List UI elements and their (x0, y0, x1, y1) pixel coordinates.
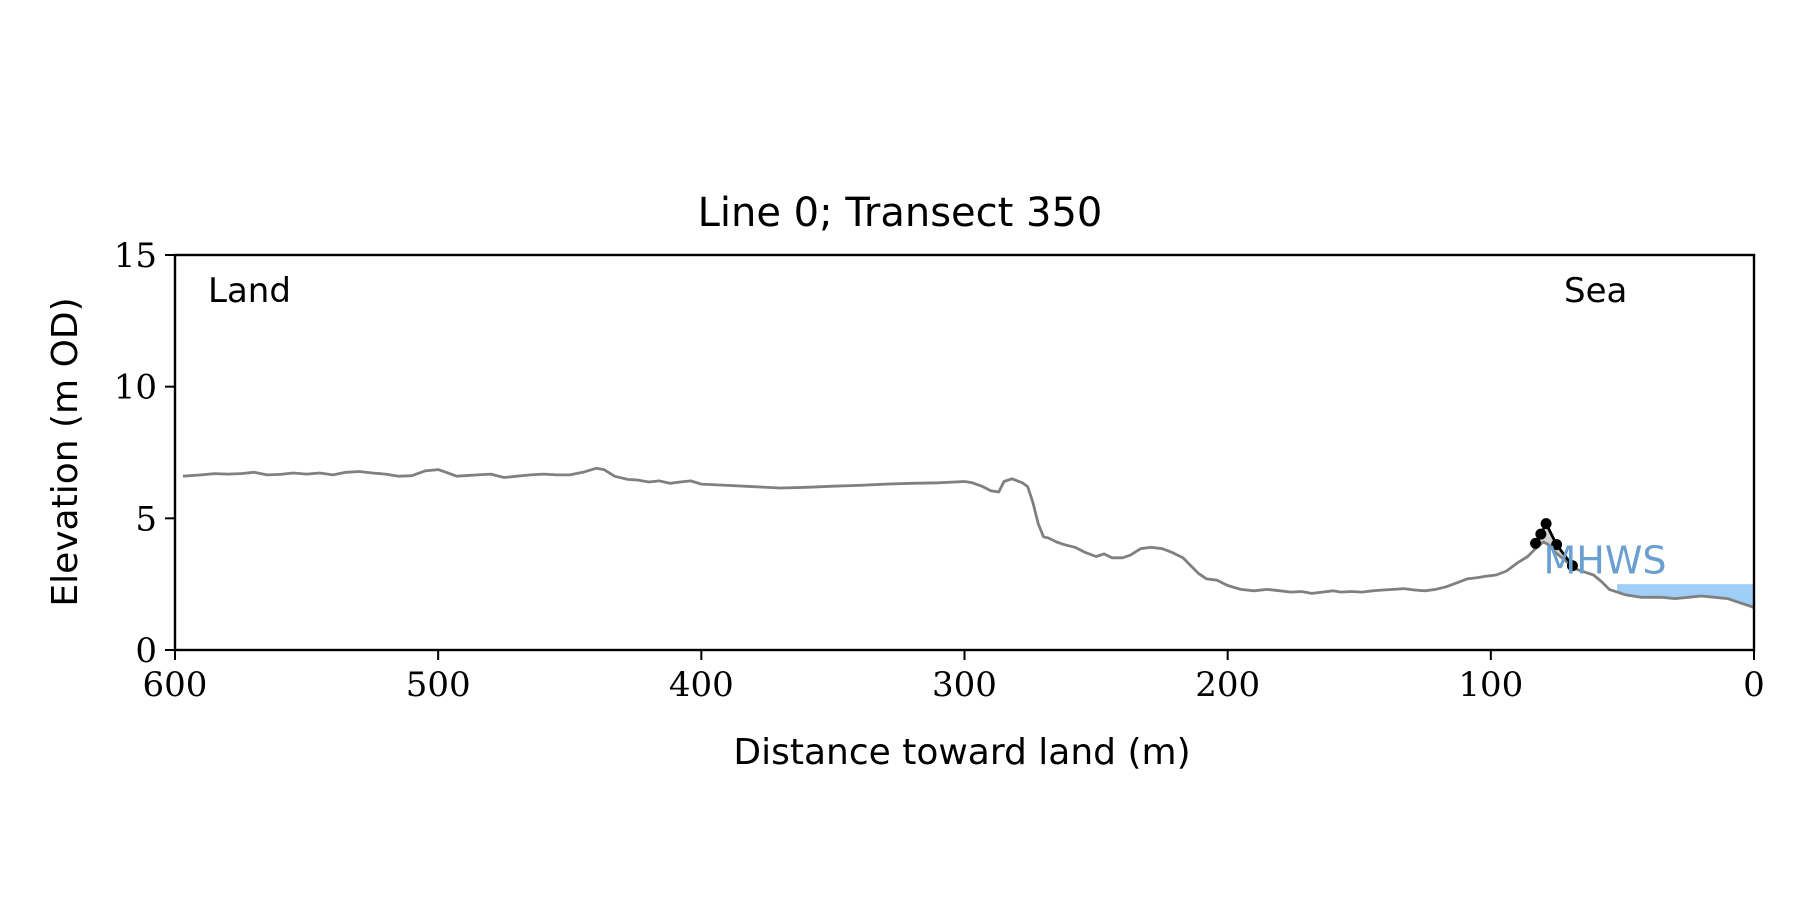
sea-fill (1617, 584, 1754, 608)
y-tick-label: 0 (135, 631, 157, 671)
feature-point (1540, 518, 1552, 530)
mhws-label: MHWS (1543, 539, 1666, 583)
x-tick-label: 300 (932, 665, 997, 705)
plot-frame (173, 253, 1756, 652)
x-tick-label: 600 (143, 665, 208, 705)
profile-line (182, 466, 1755, 610)
chart-title: Line 0; Transect 350 (698, 190, 1103, 236)
x-tick-label: 0 (1743, 665, 1765, 705)
annotation-sea: Sea (1564, 271, 1627, 311)
x-tick-label: 200 (1195, 665, 1260, 705)
x-tick-label: 100 (1458, 665, 1523, 705)
x-tick-label: 500 (406, 665, 471, 705)
annotation-land: Land (208, 271, 291, 311)
feature-point (1566, 560, 1578, 572)
y-axis: 0 5 10 15 (114, 236, 175, 671)
y-tick-label: 15 (114, 236, 157, 276)
x-axis-label: Distance toward land (m) (733, 732, 1190, 773)
feature-point (1535, 528, 1547, 540)
plot-area: MHWS (182, 466, 1755, 610)
feature-point (1530, 537, 1542, 549)
x-axis: 600 500 400 300 200 100 0 (143, 650, 1765, 705)
y-tick-label: 10 (114, 368, 157, 408)
x-tick-label: 400 (669, 665, 734, 705)
feature-point (1551, 539, 1563, 551)
y-tick-label: 5 (135, 499, 157, 539)
y-axis-label: Elevation (m OD) (45, 297, 86, 606)
